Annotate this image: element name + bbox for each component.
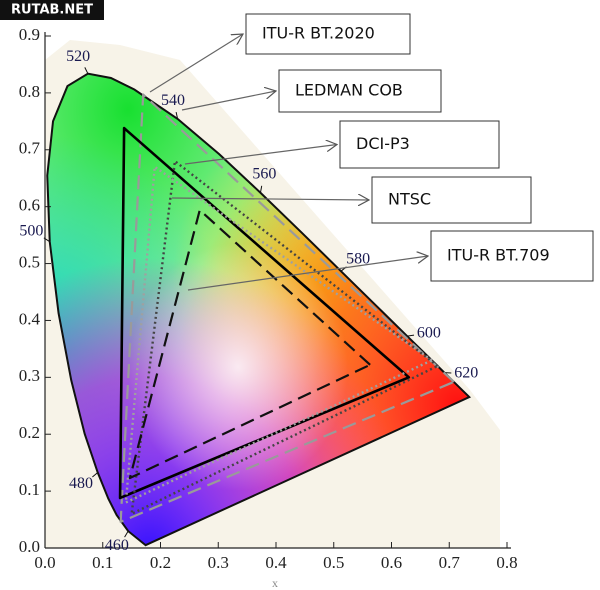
y-tick-label: 0.3 xyxy=(19,366,40,385)
x-tick-label: 0.4 xyxy=(265,553,287,572)
callout-arrow xyxy=(187,256,428,291)
y-tick-label: 0.4 xyxy=(19,309,41,328)
x-tick-label: 0.8 xyxy=(496,553,517,572)
locus-tick xyxy=(259,185,263,193)
y-tick-label: 0.7 xyxy=(19,139,41,158)
x-tick-label: 0.5 xyxy=(323,553,344,572)
watermark: RUTAB.NET xyxy=(11,3,93,18)
y-tick-label: 0.1 xyxy=(19,480,40,499)
legend-label: NTSC xyxy=(388,190,431,209)
gamut-triangle xyxy=(118,126,411,500)
callout-arrow xyxy=(181,91,276,111)
locus-tick xyxy=(175,111,179,119)
callout-arrow xyxy=(149,34,243,93)
callout-box xyxy=(278,69,442,113)
x-axis-label: x xyxy=(272,576,278,590)
y-tick-label: 0.9 xyxy=(19,25,40,44)
spectral-locus xyxy=(46,72,472,547)
locus-tick xyxy=(407,334,415,337)
locus-tick xyxy=(92,472,99,478)
x-tick-label: 0.1 xyxy=(92,553,113,572)
callout-arrow xyxy=(171,198,369,200)
wavelength-label: 620 xyxy=(454,364,478,381)
x-tick-label: 0.2 xyxy=(150,553,171,572)
legend-label: ITU-R BT.709 xyxy=(447,246,550,265)
y-tick-label: 0.2 xyxy=(19,423,40,442)
wavelength-label: 520 xyxy=(66,48,90,65)
wavelength-label: 540 xyxy=(161,92,185,109)
locus-tick xyxy=(43,237,51,243)
wavelength-label: 480 xyxy=(69,475,93,492)
y-tick-label: 0.8 xyxy=(19,82,40,101)
callout-box xyxy=(339,120,500,169)
wavelength-label: 600 xyxy=(417,324,441,341)
legend-label: ITU-R BT.2020 xyxy=(262,24,375,43)
x-tick-label: 0.7 xyxy=(439,553,461,572)
gamut-triangle xyxy=(130,159,439,516)
watermark-bg xyxy=(0,0,104,20)
callout-box xyxy=(430,230,594,282)
wavelength-label: 580 xyxy=(346,251,370,268)
y-tick-label: 0.0 xyxy=(19,537,40,556)
wavelength-label: 460 xyxy=(105,537,129,554)
callout-box xyxy=(371,176,532,224)
locus-tick xyxy=(124,530,129,538)
callout-arrow xyxy=(184,145,337,165)
locus-tick xyxy=(84,67,89,74)
callout-box xyxy=(245,13,411,55)
x-tick-label: 0.3 xyxy=(208,553,229,572)
y-tick-label: 0.6 xyxy=(19,196,40,215)
legend-label: DCI-P3 xyxy=(356,134,410,153)
y-tick-label: 0.5 xyxy=(19,252,40,271)
x-tick-label: 0.0 xyxy=(34,553,55,572)
x-tick-label: 0.6 xyxy=(381,553,402,572)
wavelength-label: 500 xyxy=(19,222,43,239)
gamut-triangle xyxy=(119,93,455,523)
gamut-triangle xyxy=(128,208,372,480)
gamut-triangle xyxy=(124,165,434,504)
legend-label: LEDMAN COB xyxy=(295,81,403,100)
wavelength-label: 560 xyxy=(252,166,276,183)
